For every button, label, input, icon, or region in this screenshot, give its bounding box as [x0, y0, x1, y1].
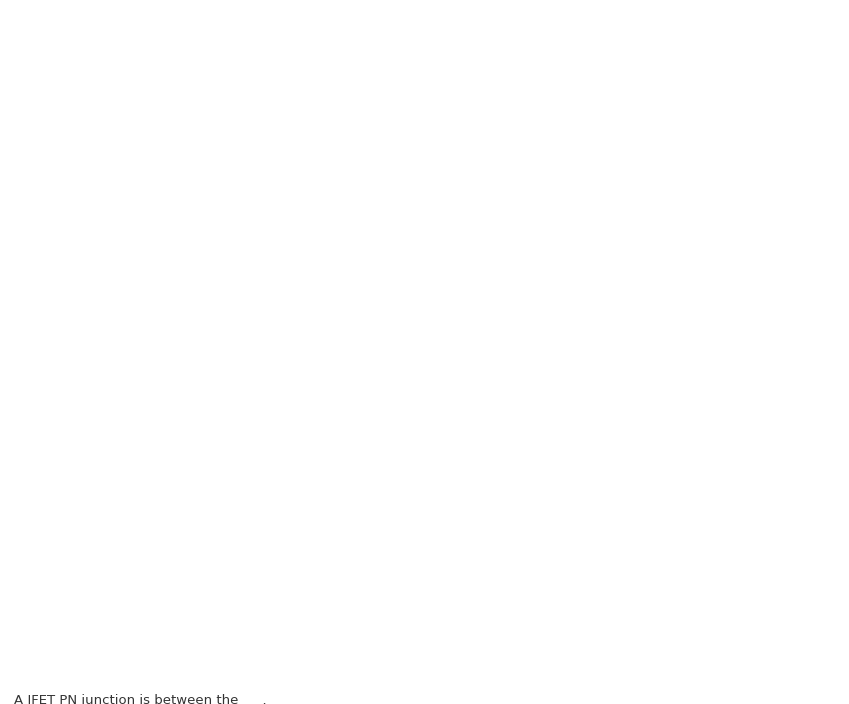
Text: A JFET PN junction is between the ___.: A JFET PN junction is between the ___.	[14, 694, 267, 704]
